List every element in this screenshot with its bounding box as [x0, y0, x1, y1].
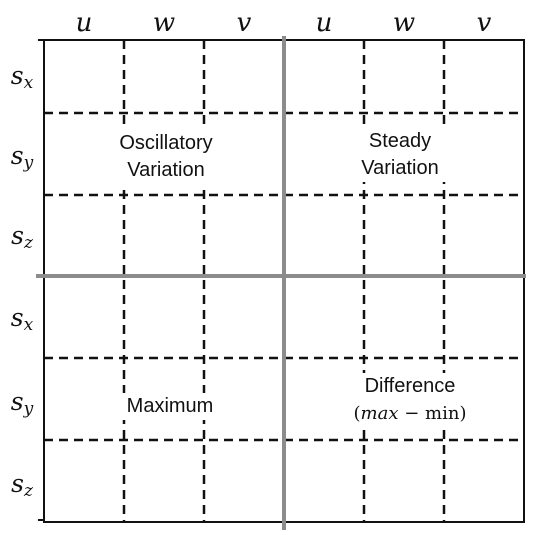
row-header-sz: sz: [11, 469, 33, 501]
max-minus-min-expression: (max − min): [353, 403, 467, 424]
column-header-u: u: [315, 8, 333, 38]
row-header-sy: sy: [10, 141, 34, 173]
column-header-u: u: [75, 8, 93, 38]
row-header-sz: sz: [11, 221, 33, 253]
label-steady-variation: Steady Variation: [347, 128, 453, 182]
label-oscillatory-variation: Oscillatory Variation: [100, 130, 232, 184]
row-header-sy: sy: [10, 387, 34, 419]
column-header-v: v: [236, 8, 252, 38]
column-header-w: w: [392, 8, 416, 38]
label-maximum: Maximum: [108, 393, 232, 420]
row-header-sx: sx: [10, 303, 34, 335]
column-header-w: w: [152, 8, 176, 38]
column-header-v: v: [476, 8, 492, 38]
row-header-sx: sx: [10, 61, 34, 93]
label-difference-max-min: Difference (max − min): [340, 373, 480, 427]
